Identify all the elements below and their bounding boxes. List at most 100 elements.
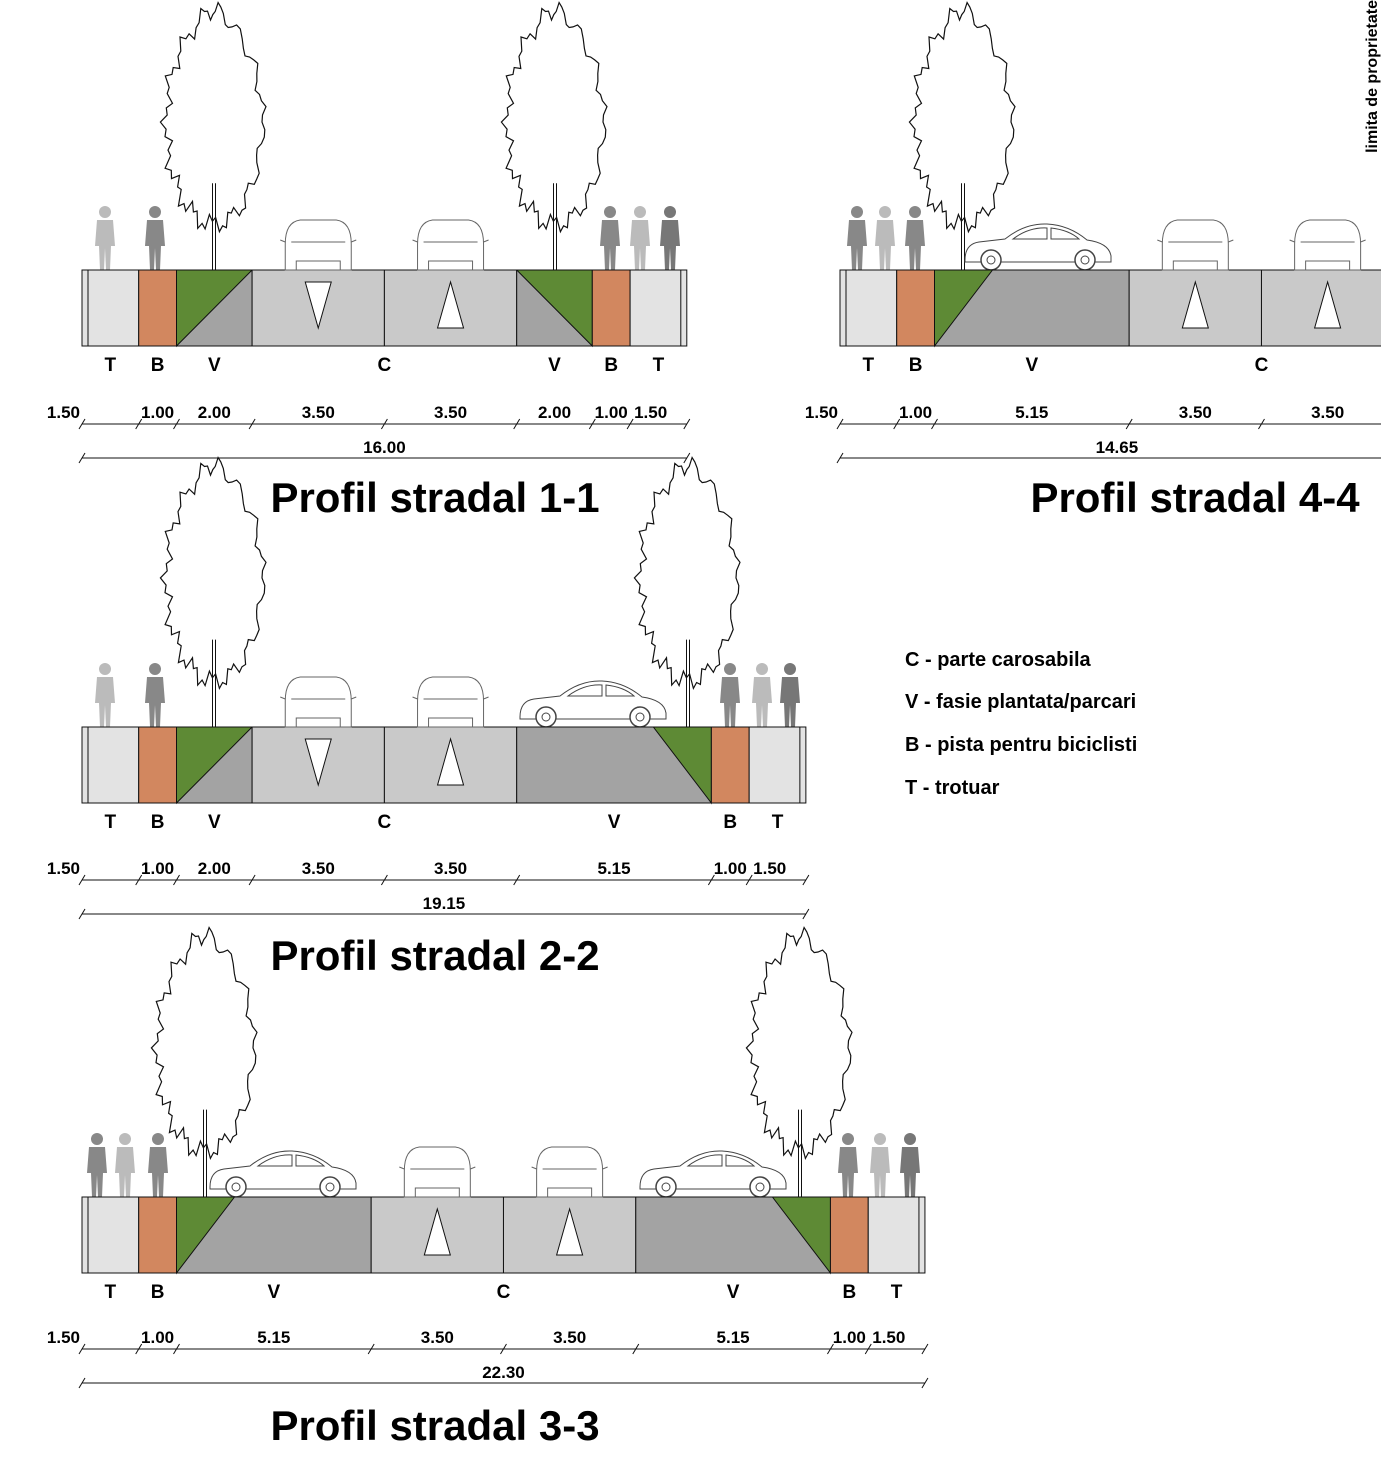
road-segment	[81, 1196, 140, 1274]
zone-label: V	[208, 812, 221, 833]
person-head	[149, 663, 161, 675]
dimension-label: 1.50	[47, 1328, 80, 1347]
person-head	[152, 1133, 164, 1145]
zone-label: B	[151, 1282, 165, 1303]
zone-label: B	[842, 1282, 856, 1303]
person-head	[99, 663, 111, 675]
person-body	[870, 1147, 890, 1197]
tree-crown	[745, 926, 853, 1161]
dimension-tick	[836, 452, 844, 464]
person-head	[634, 206, 646, 218]
dimension-tick	[802, 908, 810, 920]
person-body	[145, 220, 165, 270]
car-rear	[1294, 219, 1362, 271]
lane-arrow	[304, 738, 332, 787]
car-window	[566, 684, 636, 697]
road-segment	[896, 269, 936, 347]
car-window	[256, 1154, 326, 1167]
person-head	[724, 663, 736, 675]
dimension-tick	[626, 418, 634, 430]
person-head	[119, 1133, 131, 1145]
property-limit: limita de proprietate	[1364, 0, 1381, 153]
dimension-tick	[248, 874, 256, 886]
profile-title: Profil stradal 4-4	[1030, 474, 1360, 521]
lane-arrow	[1181, 280, 1209, 329]
dimension-tick	[513, 418, 521, 430]
car-rear	[284, 676, 352, 728]
dimension-label: 1.50	[47, 403, 80, 422]
tree-crown	[159, 456, 267, 691]
lane-arrow	[436, 737, 465, 786]
dimension-label: 3.50	[302, 859, 335, 878]
dimension-label: 1.00	[141, 859, 174, 878]
dimension-label: 3.50	[421, 1328, 454, 1347]
dimension-label: 1.50	[805, 403, 838, 422]
person-head	[879, 206, 891, 218]
person-body	[630, 220, 650, 270]
zone-label: V	[608, 812, 621, 833]
dimension-label: 3.50	[302, 403, 335, 422]
dimension-tick	[78, 418, 86, 430]
car-side	[209, 1150, 357, 1190]
dimension-label: 2.00	[538, 403, 571, 422]
car-rear	[417, 676, 485, 728]
total-label: 16.00	[363, 438, 406, 457]
legend-item: T - trotuar	[905, 777, 1000, 799]
person-body	[780, 677, 800, 727]
tree-trunk	[686, 639, 690, 727]
tree-trunk	[553, 183, 557, 270]
legend-item: B - pista pentru biciclisti	[905, 734, 1137, 756]
person-head	[784, 663, 796, 675]
dimension-label: 2.00	[198, 859, 231, 878]
dimension-label: 5.15	[257, 1328, 290, 1347]
profile-title: Profil stradal 3-3	[270, 1402, 599, 1449]
road-segment	[839, 269, 898, 347]
zone-label: C	[497, 1282, 511, 1303]
dimension-label: 1.00	[899, 403, 932, 422]
dimension-label: 3.50	[1179, 403, 1212, 422]
road-segment	[138, 726, 177, 804]
dimension-label: 1.00	[141, 1328, 174, 1347]
car-rear	[1161, 219, 1229, 271]
car-side	[519, 680, 667, 720]
zone-label: T	[891, 1282, 903, 1303]
person-body	[95, 220, 115, 270]
zone-label: B	[151, 812, 165, 833]
zone-label: T	[105, 812, 117, 833]
car-hub	[986, 255, 996, 265]
car-detail	[280, 239, 357, 270]
zone-label: B	[151, 355, 165, 376]
car-rear	[417, 219, 485, 271]
car-side	[964, 223, 1112, 263]
person-body	[752, 677, 772, 727]
dimension-tick	[135, 418, 143, 430]
person-body	[847, 220, 867, 270]
car-hub	[325, 1182, 335, 1192]
dimension-tick	[380, 874, 388, 886]
car-detail	[280, 696, 357, 727]
dimension-tick	[135, 874, 143, 886]
person-body	[600, 220, 620, 270]
car-wheel	[225, 1176, 247, 1198]
person-body	[148, 1147, 168, 1197]
car-wheel	[535, 706, 557, 728]
dimension-tick	[836, 418, 844, 430]
car-wheel	[1074, 249, 1096, 271]
zone-label: B	[604, 355, 618, 376]
dimension-tick	[683, 452, 691, 464]
dimension-tick	[173, 418, 180, 430]
zone-label: T	[863, 355, 875, 376]
dimension-tick	[380, 418, 388, 430]
zone-label: B	[723, 812, 737, 833]
car-window	[686, 1154, 756, 1167]
person-body	[838, 1147, 858, 1197]
car-side	[639, 1150, 787, 1190]
zone-label: B	[909, 355, 923, 376]
dimension-tick	[827, 1343, 834, 1355]
tree-crown	[150, 926, 258, 1161]
dimension-label: 5.15	[1015, 403, 1048, 422]
lane-arrow	[555, 1207, 584, 1256]
zone-label: C	[378, 355, 392, 376]
car-detail	[412, 696, 489, 727]
car-rear	[403, 1146, 471, 1198]
